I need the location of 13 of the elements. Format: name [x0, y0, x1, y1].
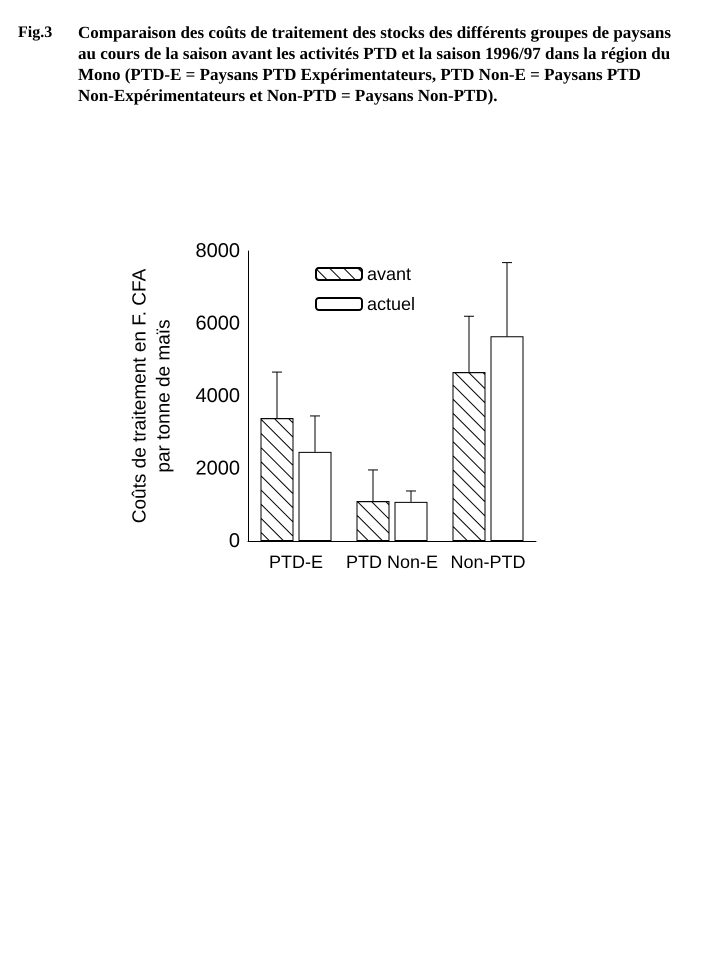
text: Fig.3 — [18, 23, 54, 43]
x-tick-label: PTD-E — [269, 552, 323, 572]
legend-label: actuel — [367, 294, 416, 314]
x-tick-label: PTD Non-E — [346, 552, 438, 572]
chart-subtitle: Comparaison des coûts de traitement des stocks des différents groupes de paysans au cours de la saison avant les activités PTD et la saison 1996/97 dans la région du Mono (PTD-E = Paysans PTD Expérimentateurs, PTD Non-E = Paysans PTD Non-Expérimentateurs et Non-PTD = Paysans Non-PTD). — [78, 22, 672, 106]
y-tick-label: 8000 — [196, 240, 240, 262]
y-axis-title: Coûts de traitement en F. CFA par tonne de maïs — [130, 268, 174, 524]
y-tick-label: 4000 — [196, 385, 240, 407]
x-tick-label: Non-PTD — [450, 552, 526, 572]
y-tick-label: 6000 — [196, 312, 240, 334]
y-tick-label: 0 — [228, 530, 240, 552]
legend-label: avant — [367, 264, 412, 284]
y-tick-label: 2000 — [196, 458, 240, 480]
